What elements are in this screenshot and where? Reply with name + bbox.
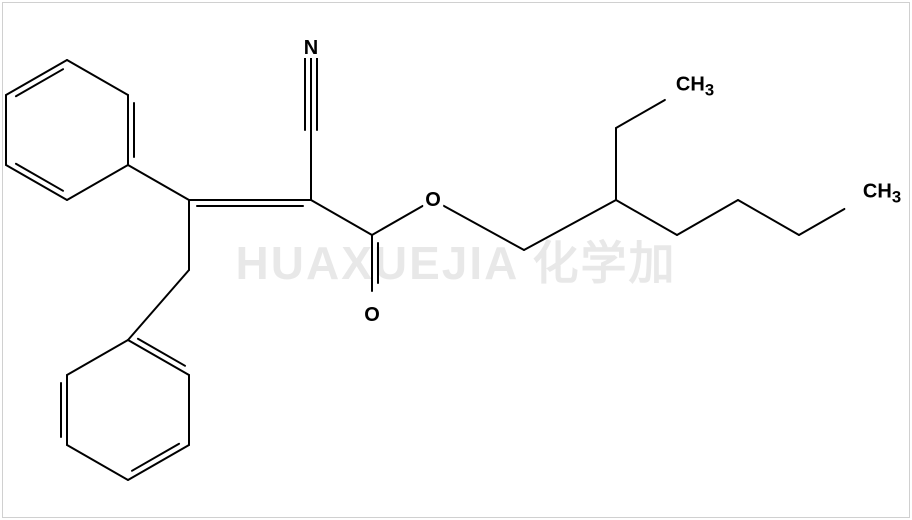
atom-label-C6: CH3 bbox=[861, 182, 903, 207]
atom-label-Oes: O bbox=[423, 190, 443, 210]
atom-label-Oeq: O bbox=[362, 305, 382, 325]
atom-label-Ncn: N bbox=[302, 38, 320, 58]
atom-label-C4e: CH3 bbox=[674, 75, 716, 100]
molecule-canvas bbox=[0, 0, 912, 520]
